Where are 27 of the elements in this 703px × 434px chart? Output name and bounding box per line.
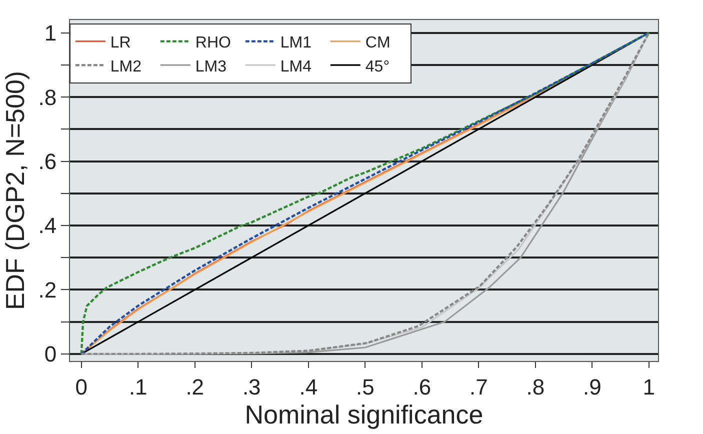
x-tick-label: .2 [186,374,204,400]
x-tick-label: .5 [356,374,374,400]
legend-label: LM2 [110,58,142,76]
x-tick-label: 0 [75,374,88,400]
x-tick-label: .1 [128,374,148,400]
y-tick-label: .8 [38,84,57,110]
y-tick-label: .2 [38,277,57,302]
legend-label: CM [365,34,390,52]
y-tick-label: .4 [38,213,57,238]
x-tick-label: .3 [242,374,261,400]
x-tick-label: .8 [526,374,545,400]
y-tick-label: 1 [44,20,57,46]
legend-label: LM3 [195,58,227,76]
x-tick-label: .6 [412,374,432,400]
legend-label: 45° [365,58,390,76]
legend-label: RHO [195,34,231,52]
legend-label: LM4 [280,58,312,76]
x-tick-label: .9 [582,374,602,400]
y-tick-label: 0 [44,342,57,367]
x-tick-label: .7 [469,374,488,400]
y-axis-title: EDF (DGP2, N=500) [0,70,30,310]
x-tick-label: 1 [642,374,656,400]
x-tick-label: .4 [299,374,318,400]
legend-label: LR [110,34,131,52]
x-axis-title: Nominal significance [244,399,484,430]
y-tick-label: .6 [38,148,57,174]
legend-label: LM1 [280,34,312,52]
